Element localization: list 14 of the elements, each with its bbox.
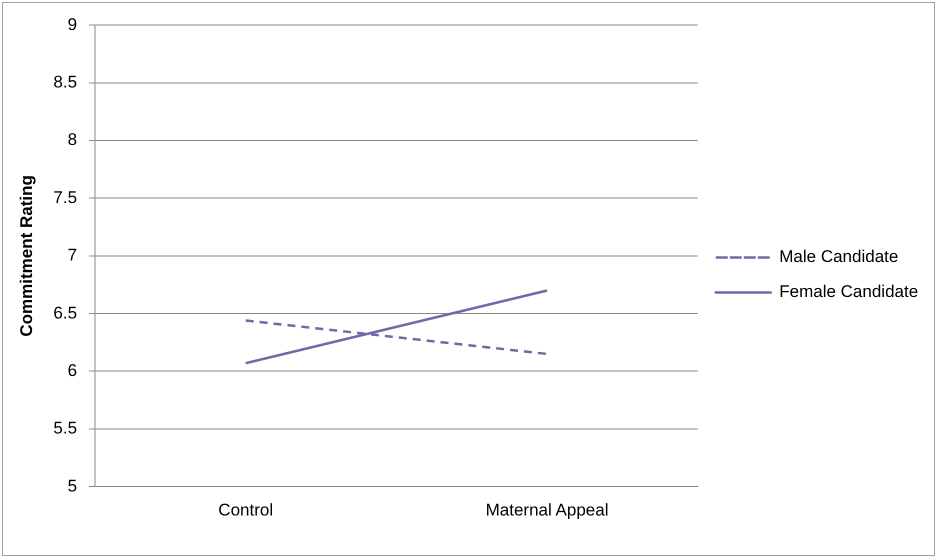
y-axis-title: Commitment Rating: [16, 175, 36, 337]
y-tick-label: 7.5: [53, 188, 78, 207]
y-tick-label: 6: [68, 360, 78, 380]
legend-label: Male Candidate: [779, 247, 898, 266]
x-tick-label: Control: [218, 500, 274, 520]
y-tick-label: 9: [68, 14, 78, 34]
y-tick-label: 7: [68, 246, 78, 265]
y-tick-label: 8.5: [53, 72, 78, 92]
legend-label: Female Candidate: [779, 282, 918, 302]
y-tick-label: 8: [68, 130, 78, 150]
y-tick-label: 5.5: [53, 418, 78, 438]
x-tick-label: Maternal Appeal: [486, 500, 609, 520]
y-tick-label: 6.5: [53, 303, 78, 322]
y-tick-label: 5: [68, 476, 78, 496]
